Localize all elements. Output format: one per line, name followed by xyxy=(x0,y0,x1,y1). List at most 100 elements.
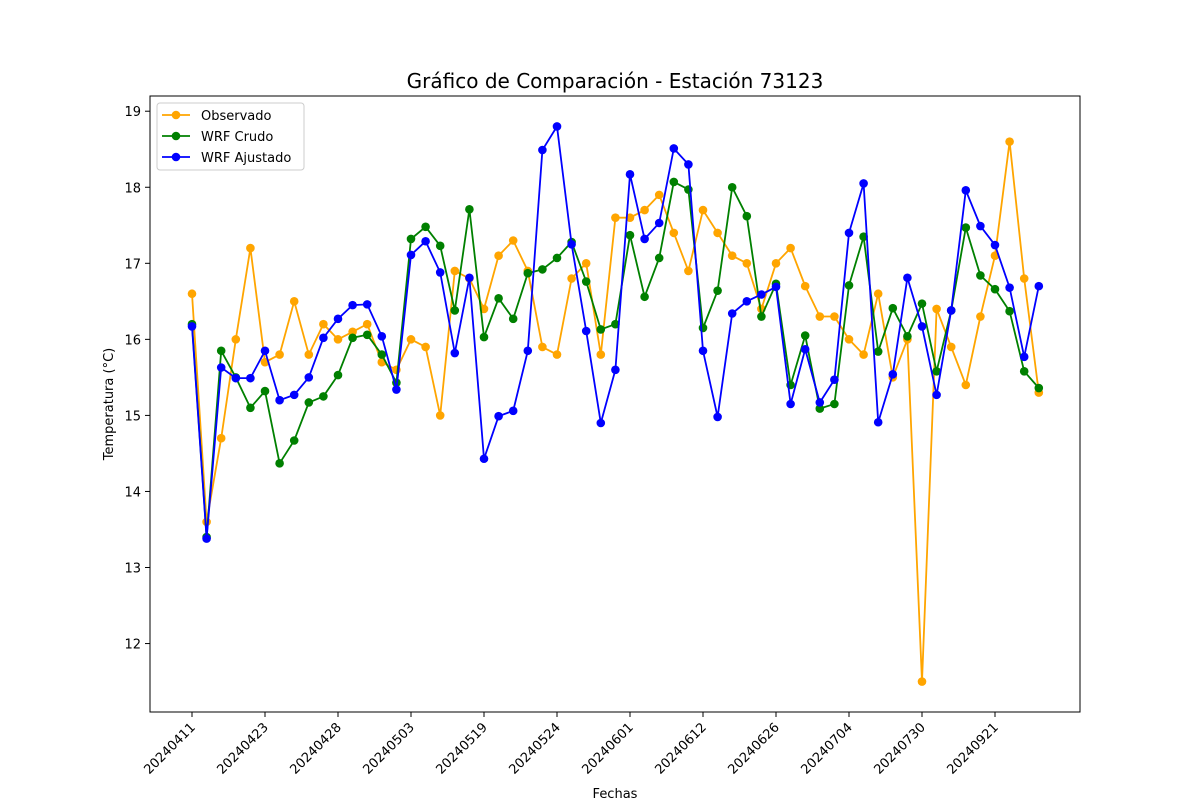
data-point xyxy=(552,122,562,131)
data-point xyxy=(392,385,401,394)
data-point xyxy=(873,417,883,427)
data-point xyxy=(742,211,752,221)
data-point xyxy=(246,403,255,413)
data-point xyxy=(611,319,620,329)
data-point xyxy=(275,459,284,468)
data-point xyxy=(246,373,255,383)
data-point xyxy=(465,273,474,283)
data-point xyxy=(815,404,825,413)
data-point xyxy=(319,333,328,343)
data-point xyxy=(1034,383,1044,393)
data-point xyxy=(654,190,664,200)
data-point xyxy=(567,239,576,249)
data-point xyxy=(304,373,314,382)
y-tick-label: 14 xyxy=(124,485,141,500)
data-point xyxy=(552,253,562,263)
data-point xyxy=(202,534,211,543)
data-point xyxy=(596,418,606,428)
y-tick-label: 17 xyxy=(124,257,141,272)
data-point xyxy=(757,312,766,321)
series-wrf-ajustado xyxy=(187,122,1044,543)
data-point xyxy=(932,304,941,314)
data-point xyxy=(932,390,941,400)
data-point xyxy=(216,363,226,372)
data-point xyxy=(888,303,898,313)
data-point xyxy=(1005,283,1014,292)
y-tick-label: 13 xyxy=(124,562,141,577)
data-point xyxy=(362,319,372,329)
data-point xyxy=(830,375,839,384)
data-point xyxy=(859,350,868,359)
data-point xyxy=(873,289,883,299)
data-point xyxy=(625,213,635,222)
data-point xyxy=(538,265,547,274)
data-point xyxy=(844,335,854,344)
x-axis-label: Fechas xyxy=(593,787,638,800)
data-point xyxy=(903,332,912,341)
data-point xyxy=(260,346,270,356)
data-point xyxy=(289,436,299,445)
data-point xyxy=(888,370,898,379)
data-point xyxy=(187,322,197,331)
data-point xyxy=(830,312,839,321)
data-point xyxy=(815,398,825,407)
data-point xyxy=(435,411,445,420)
data-point xyxy=(684,266,693,276)
data-point xyxy=(289,390,299,400)
data-point xyxy=(859,232,868,241)
data-point xyxy=(319,392,328,401)
data-point xyxy=(523,268,533,278)
data-point xyxy=(435,241,445,251)
data-point xyxy=(976,271,985,280)
data-point xyxy=(494,411,503,421)
data-point xyxy=(275,395,284,405)
chart-title: Gráfico de Comparación - Estación 73123 xyxy=(407,69,824,93)
data-point xyxy=(231,373,241,383)
data-point xyxy=(684,160,693,169)
data-point xyxy=(1034,281,1044,291)
data-point xyxy=(581,326,591,336)
data-point xyxy=(786,399,795,409)
data-point xyxy=(800,344,810,354)
data-point xyxy=(406,234,416,244)
y-axis-label: Temperatura (°C) xyxy=(102,348,117,461)
data-point xyxy=(727,182,737,192)
data-point xyxy=(450,348,460,358)
y-tick-label: 19 xyxy=(124,105,141,120)
data-point xyxy=(771,282,781,292)
data-point xyxy=(961,223,971,232)
data-point xyxy=(1019,274,1029,283)
data-point xyxy=(246,243,255,253)
data-point xyxy=(713,228,722,238)
data-point xyxy=(333,314,343,324)
legend-label: WRF Ajustado xyxy=(201,151,291,166)
data-point xyxy=(640,205,649,215)
y-tick-label: 18 xyxy=(124,181,141,196)
data-point xyxy=(1019,352,1029,362)
legend-swatch-marker xyxy=(171,131,181,141)
data-point xyxy=(187,289,197,299)
data-point xyxy=(435,268,445,277)
data-point xyxy=(976,221,985,231)
data-point xyxy=(596,325,606,334)
data-point xyxy=(669,144,679,153)
legend-label: WRF Crudo xyxy=(201,130,273,145)
data-point xyxy=(844,281,854,290)
data-point xyxy=(976,312,985,321)
data-point xyxy=(771,259,781,268)
data-point xyxy=(596,350,606,359)
data-point xyxy=(216,433,226,443)
data-point xyxy=(917,299,927,308)
data-point xyxy=(406,335,416,344)
data-point xyxy=(567,274,576,283)
data-point xyxy=(508,406,518,416)
data-point xyxy=(231,335,241,344)
legend: Observado WRF Crudo WRF Ajustado xyxy=(156,102,305,171)
data-point xyxy=(494,251,503,261)
y-tick-label: 15 xyxy=(124,409,141,424)
data-point xyxy=(581,259,591,268)
data-point xyxy=(348,333,357,343)
legend-swatch-marker xyxy=(171,152,181,162)
data-point xyxy=(494,293,503,303)
data-point xyxy=(538,342,547,352)
